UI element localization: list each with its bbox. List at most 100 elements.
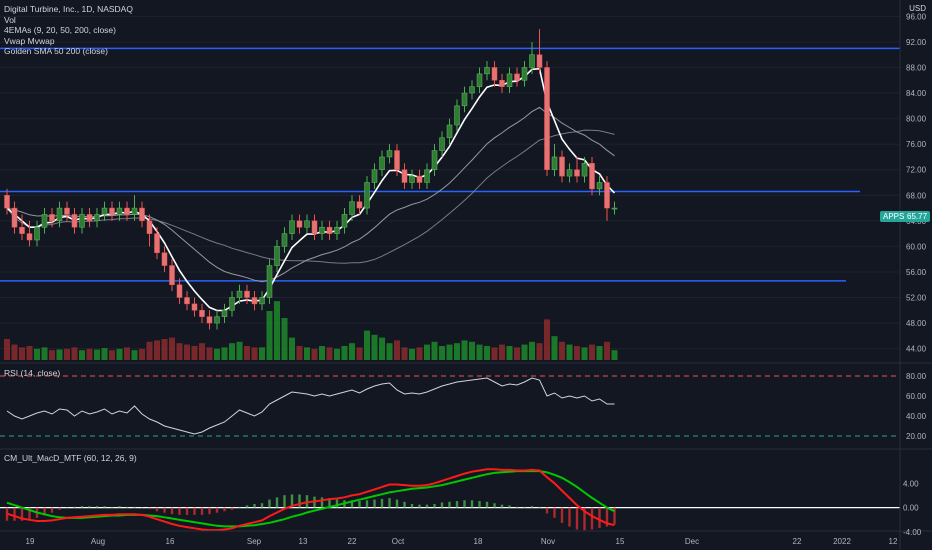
candle-body[interactable] — [536, 54, 543, 68]
candle-body[interactable] — [334, 226, 340, 234]
candle-body[interactable] — [544, 67, 550, 170]
candle-body[interactable] — [551, 156, 558, 170]
candle-body[interactable] — [371, 169, 378, 183]
symbol-title[interactable]: Digital Turbine, Inc., 1D, NASDAQ — [4, 4, 133, 14]
candle-body[interactable] — [461, 92, 468, 107]
candle-body[interactable] — [79, 214, 85, 228]
candle-body[interactable] — [364, 182, 370, 209]
price-tick-label: 92.00 — [906, 38, 927, 47]
candle-body[interactable] — [11, 207, 18, 228]
candle-body[interactable] — [86, 214, 93, 222]
candle-body[interactable] — [94, 214, 100, 222]
candle-body[interactable] — [499, 80, 505, 87]
candle-body[interactable] — [484, 67, 490, 75]
candle-body[interactable] — [529, 54, 535, 68]
candle-body[interactable] — [4, 195, 10, 209]
candle-body[interactable] — [409, 175, 415, 183]
candle-body[interactable] — [521, 67, 528, 81]
candle-body[interactable] — [109, 207, 115, 215]
candle-body[interactable] — [184, 297, 190, 305]
candle-body[interactable] — [454, 105, 460, 126]
candle-body[interactable] — [379, 156, 385, 170]
candle-body[interactable] — [431, 150, 438, 170]
ema-legend[interactable]: 4EMAs (9, 20, 50, 200, close) — [4, 25, 116, 35]
candlesticks[interactable] — [4, 29, 618, 330]
candle-body[interactable] — [274, 246, 280, 266]
candle-body[interactable] — [289, 220, 295, 234]
candle-body[interactable] — [236, 290, 243, 298]
candle-body[interactable] — [611, 207, 618, 210]
currency-label[interactable]: USD — [909, 4, 926, 13]
macd-legend[interactable]: CM_Ult_MacD_MTF (60, 12, 26, 9) — [4, 453, 137, 463]
candle-body[interactable] — [439, 137, 445, 151]
candle-body[interactable] — [349, 201, 355, 215]
candle-body[interactable] — [199, 310, 205, 317]
candle-body[interactable] — [146, 220, 153, 234]
candle-body[interactable] — [559, 156, 565, 177]
candle-body[interactable] — [244, 290, 250, 298]
candle-body[interactable] — [71, 214, 78, 228]
price-axis[interactable]: 96.00 92.00 88.00 84.00 80.00 76.00 72.00 68.00… — [903, 12, 927, 537]
candle-body[interactable] — [34, 226, 40, 241]
candle-body[interactable] — [154, 233, 160, 254]
candle-body[interactable] — [424, 169, 430, 183]
candle-body[interactable] — [574, 169, 580, 177]
vol-legend[interactable]: Vol — [4, 14, 16, 25]
candle-body[interactable] — [56, 207, 63, 222]
candle-body[interactable] — [139, 207, 145, 222]
candle-body[interactable] — [326, 226, 333, 234]
candle-body[interactable] — [356, 201, 363, 209]
rsi-legend[interactable]: RSI (14, close) — [4, 368, 61, 378]
candle-body[interactable] — [581, 163, 588, 177]
candle-body[interactable] — [64, 207, 70, 215]
candle-body[interactable] — [304, 220, 310, 228]
candle-body[interactable] — [319, 226, 325, 234]
candle-body[interactable] — [221, 310, 228, 317]
candle-body[interactable] — [506, 73, 513, 87]
candle-body[interactable] — [26, 233, 33, 241]
candle-body[interactable] — [19, 226, 25, 234]
candle-body[interactable] — [296, 220, 303, 228]
time-tick-label: 12 — [889, 537, 898, 546]
candle-body[interactable] — [161, 252, 168, 266]
candle-body[interactable] — [259, 297, 265, 305]
candle-body[interactable] — [251, 297, 258, 305]
candle-body[interactable] — [311, 220, 318, 234]
candle-body[interactable] — [49, 214, 55, 222]
candle-body[interactable] — [469, 86, 475, 94]
candle-body[interactable] — [169, 265, 175, 285]
candle-body[interactable] — [401, 169, 408, 183]
candle-body[interactable] — [176, 284, 183, 298]
candle-body[interactable] — [394, 150, 400, 170]
candle-body[interactable] — [214, 316, 220, 324]
candle-body[interactable] — [131, 207, 138, 215]
candle-body[interactable] — [416, 175, 423, 183]
candle-body[interactable] — [446, 124, 453, 139]
sma-legend[interactable]: Golden SMA 50 200 (close) — [4, 46, 108, 56]
candle-body[interactable] — [386, 150, 393, 158]
candle-body[interactable] — [124, 207, 130, 215]
time-axis[interactable]: 19 Aug 16 Sep 13 22 Oct 18 Nov 15 Dec 22 2022 12 — [26, 537, 898, 546]
candle-body[interactable] — [281, 233, 288, 247]
candle-body[interactable] — [341, 214, 348, 228]
candle-body[interactable] — [229, 297, 235, 311]
candle-body[interactable] — [604, 182, 610, 209]
candle-body[interactable] — [491, 67, 498, 81]
price-badge-value: 65.77 — [904, 211, 931, 222]
horizontal-levels[interactable] — [0, 47, 900, 282]
candle-body[interactable] — [206, 316, 213, 324]
candle-body[interactable] — [191, 303, 198, 311]
candle-body[interactable] — [116, 207, 123, 215]
candle-body[interactable] — [41, 214, 48, 228]
candle-body[interactable] — [566, 169, 573, 177]
candle-body[interactable] — [596, 182, 603, 190]
candle-body[interactable] — [514, 73, 520, 81]
candle-body[interactable] — [266, 265, 273, 298]
candle-body[interactable] — [101, 207, 108, 215]
candle-body[interactable] — [476, 73, 483, 87]
candle-body[interactable] — [589, 163, 595, 190]
vwap-legend[interactable]: Vwap Mvwap — [4, 35, 55, 46]
macd-histogram-bar — [155, 507, 159, 512]
